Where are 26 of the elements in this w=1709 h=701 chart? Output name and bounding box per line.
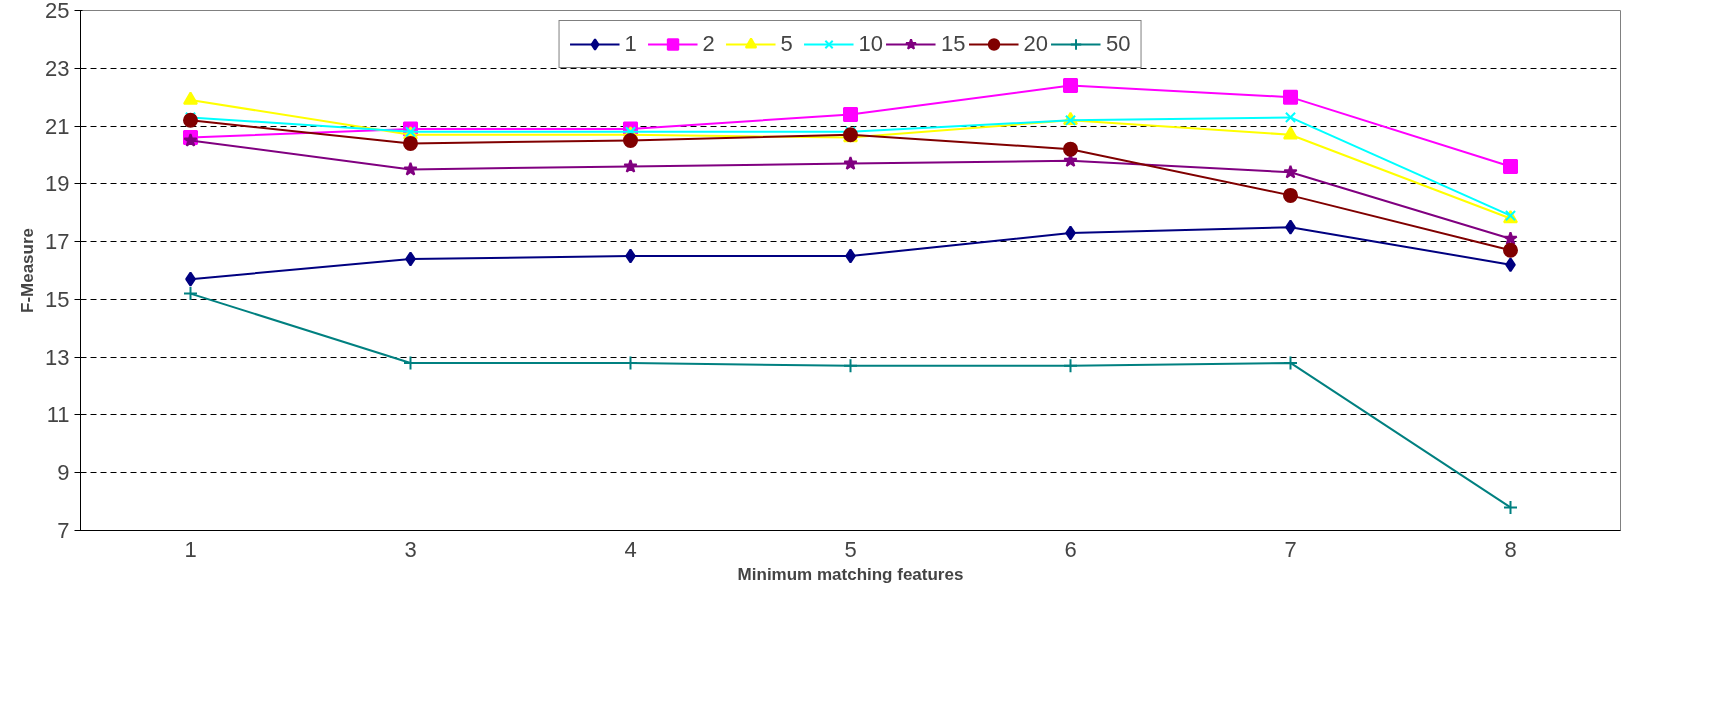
x-tick-label: 7 bbox=[1284, 536, 1297, 562]
legend-label: 10 bbox=[858, 31, 884, 57]
y-tick-label: 7 bbox=[57, 518, 70, 543]
x-tick-label: 5 bbox=[844, 536, 857, 562]
x-tick-label: 4 bbox=[624, 536, 637, 562]
y-axis-title: F-Measure bbox=[18, 227, 38, 314]
y-tick-label: 9 bbox=[57, 460, 70, 486]
x-axis-title: Minimum matching features bbox=[737, 564, 964, 584]
x-tick-label: 8 bbox=[1504, 536, 1517, 562]
legend-label: 2 bbox=[702, 31, 716, 57]
legend-label: 15 bbox=[941, 31, 966, 57]
y-tick-label: 19 bbox=[45, 171, 70, 197]
legend-label: 50 bbox=[1105, 31, 1131, 57]
y-tick-label: 13 bbox=[45, 344, 70, 370]
x-tick-label: 6 bbox=[1064, 536, 1077, 562]
y-tick-label: 11 bbox=[46, 402, 70, 428]
y-tick-label: 21 bbox=[45, 113, 70, 139]
y-tick-label: 15 bbox=[45, 286, 70, 312]
y-tick-label: 23 bbox=[45, 55, 70, 81]
y-tick-label: 25 bbox=[45, 0, 70, 23]
legend-label: 5 bbox=[780, 31, 794, 57]
legend-label: 20 bbox=[1023, 31, 1048, 57]
y-tick-label: 17 bbox=[45, 229, 70, 255]
x-tick-label: 1 bbox=[184, 536, 197, 562]
x-tick-label: 3 bbox=[404, 536, 417, 562]
legend-label: 1 bbox=[624, 31, 638, 57]
